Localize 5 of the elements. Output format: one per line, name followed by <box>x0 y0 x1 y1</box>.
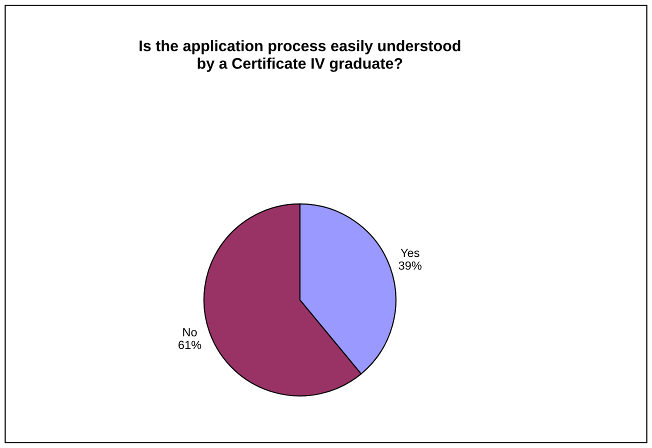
slice-label: No <box>183 328 197 336</box>
data-label: 61% <box>178 340 202 350</box>
chart-title: Is the application process easily understood by a Certificate IV graduate? <box>140 40 460 72</box>
slice-label: Yes <box>400 248 420 258</box>
data-label: 39% <box>398 261 422 270</box>
